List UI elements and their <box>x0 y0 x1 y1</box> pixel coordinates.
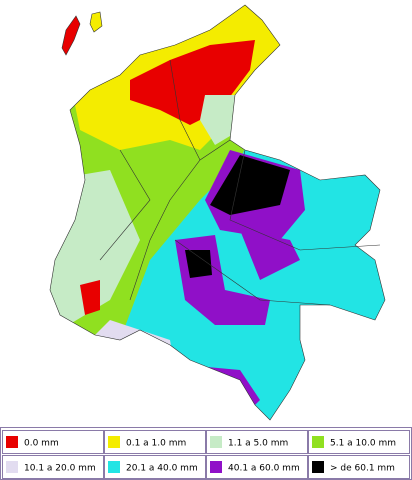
legend-swatch <box>210 436 222 448</box>
legend-label: 0.1 a 1.0 mm <box>126 439 186 449</box>
country-border <box>49 4 386 421</box>
legend-cell <box>206 430 308 454</box>
legend-cell <box>2 455 104 479</box>
precipitation-map <box>50 5 385 420</box>
legend-swatch <box>210 461 222 473</box>
legend-swatch <box>312 461 324 473</box>
legend-swatch <box>6 461 18 473</box>
island-san-andres <box>61 15 81 56</box>
legend-label: 0.0 mm <box>24 439 59 449</box>
department-borders <box>99 59 381 306</box>
legend-swatch <box>312 436 324 448</box>
legend-label: 40.1 a 60.0 mm <box>228 464 300 474</box>
island-providencia <box>89 11 103 33</box>
legend-label: > de 60.1 mm <box>330 464 395 474</box>
legend-cell <box>104 430 206 454</box>
legend-cell <box>308 430 410 454</box>
legend-cell <box>206 455 308 479</box>
legend-label: 5.1 a 10.0 mm <box>330 439 396 449</box>
legend-label: 1.1 a 5.0 mm <box>228 439 288 449</box>
legend-label: 20.1 a 40.0 mm <box>126 464 198 474</box>
legend-cell <box>308 455 410 479</box>
legend-swatch <box>108 461 120 473</box>
legend-label: 10.1 a 20.0 mm <box>24 464 96 474</box>
legend-swatch <box>6 436 18 448</box>
legend-cell <box>104 455 206 479</box>
legend-cell <box>2 430 104 454</box>
legend-swatch <box>108 436 120 448</box>
legend: 0.0 mm 0.1 a 1.0 mm 1.1 a 5.0 mm 5.1 a 10.0… <box>0 427 412 480</box>
